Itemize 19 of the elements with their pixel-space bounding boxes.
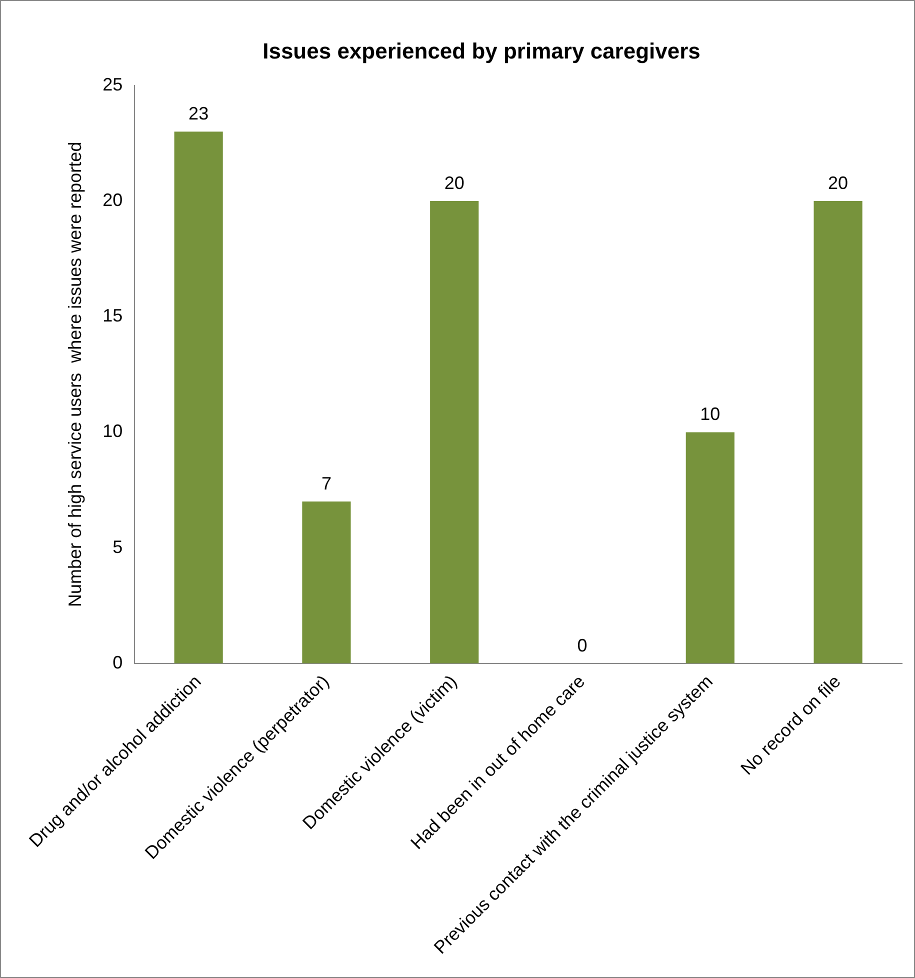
data-label: 23 — [188, 104, 209, 124]
y-axis-title: Number of high service users where issues were reported — [64, 142, 85, 608]
bar — [302, 502, 351, 664]
bar — [174, 132, 223, 664]
data-label: 10 — [700, 404, 720, 424]
data-label: 7 — [321, 474, 332, 494]
bar — [430, 201, 479, 664]
y-tick-label: 0 — [112, 652, 123, 672]
y-tick-label: 10 — [102, 421, 123, 442]
bar — [686, 432, 734, 664]
y-tick-label: 25 — [102, 74, 123, 94]
data-label: 0 — [577, 635, 588, 656]
data-label: 20 — [444, 172, 464, 193]
y-tick-label: 20 — [102, 190, 123, 210]
data-label: 20 — [828, 172, 848, 193]
y-tick-label: 15 — [102, 306, 123, 326]
bar — [814, 201, 862, 664]
chart-title: Issues experienced by primary caregivers — [262, 38, 700, 64]
y-tick-label: 5 — [112, 536, 123, 557]
